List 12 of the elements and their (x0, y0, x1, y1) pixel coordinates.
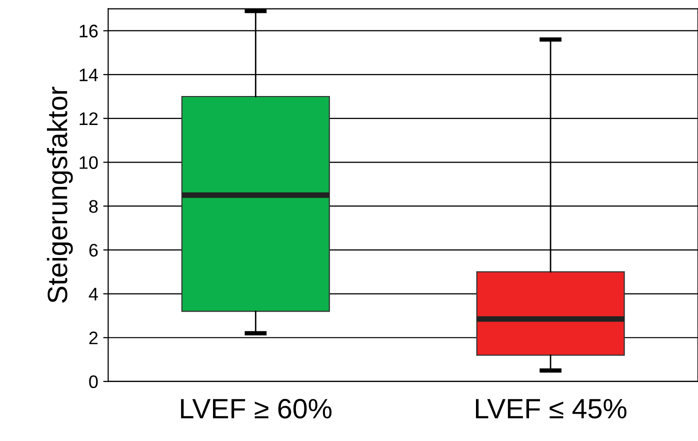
y-tick-label: 6 (89, 244, 98, 257)
y-tick-label: 2 (89, 332, 98, 344)
y-tick-label: 12 (80, 112, 98, 125)
x-tick-label: LVEF ≥ 60% (181, 398, 332, 419)
y-tick-label: 14 (80, 68, 98, 82)
y-tick-label: 4 (88, 288, 98, 300)
y-tick-label: 16 (80, 24, 98, 38)
x-tick-label: LVEF ≤ 45% (476, 398, 626, 419)
y-tick-label: 10 (80, 156, 98, 169)
y-tick-label: 0 (89, 375, 98, 388)
y-tick-label: 8 (89, 200, 98, 213)
y-axis-title: Steigerungsfaktor (46, 86, 73, 303)
